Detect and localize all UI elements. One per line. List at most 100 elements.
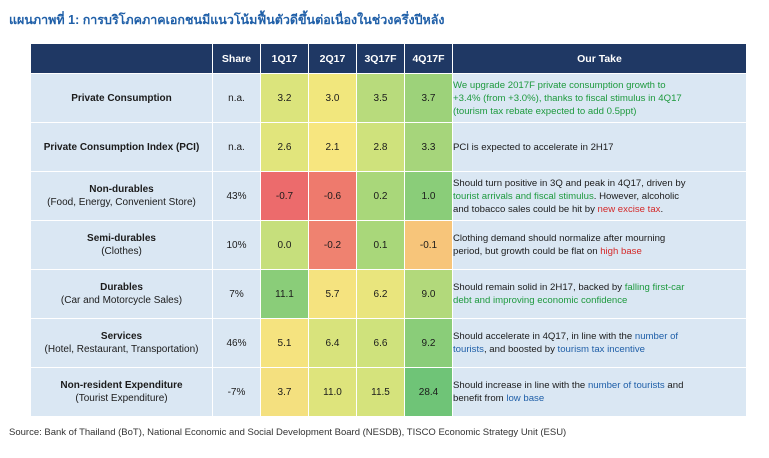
value-cell: 9.2 (404, 318, 453, 368)
value-cell: 2.6 (260, 122, 309, 172)
take-segment: Should turn positive in 3Q and peak in 4… (453, 177, 686, 189)
take-segment: +3.4% (from +3.0%), thanks to fiscal sti… (453, 92, 682, 104)
table-row: Services (Hotel, Restaurant, Transportati… (30, 318, 747, 368)
value-cell: 3.0 (308, 73, 357, 123)
take-line: (tourism tax rebate expected to add 0.5p… (453, 105, 746, 118)
row-label: Non-durables (Food, Energy, Convenient St… (30, 171, 213, 221)
table-body: Private Consumption n.a. 3.2 3.0 3.5 3.7 We up… (30, 73, 747, 417)
value-cell: 6.4 (308, 318, 357, 368)
share-cell: 46% (212, 318, 261, 368)
row-subtitle: (Food, Energy, Convenient Store) (47, 197, 196, 208)
take-segment: (tourism tax rebate expected to add 0.5p… (453, 105, 637, 117)
table-row: Non-resident Expenditure (Tourist Expendi… (30, 367, 747, 417)
row-name: Semi-durables (87, 233, 156, 244)
value-cell: 6.2 (356, 269, 405, 319)
header-our-take: Our Take (452, 43, 747, 74)
row-name: Private Consumption (71, 92, 172, 104)
take-line: benefit from low base (453, 392, 746, 405)
take-segment: tourism tax incentive (557, 344, 645, 355)
value-cell: 6.6 (356, 318, 405, 368)
take-line: Should increase in line with the number … (453, 379, 746, 392)
take-segment: period, but growth could be flat on (453, 246, 601, 257)
value-cell: 3.5 (356, 73, 405, 123)
take-segment: falling first-car (624, 282, 685, 293)
value-cell: 0.1 (356, 220, 405, 270)
header-3q17f: 3Q17F (356, 43, 405, 74)
row-name: Non-durables (89, 184, 154, 195)
our-take-cell: We upgrade 2017F private consumption gro… (452, 73, 747, 123)
row-label: Private Consumption (30, 73, 213, 123)
take-segment: , and boosted by (483, 344, 558, 355)
take-segment: benefit from (453, 393, 507, 404)
source-note: Source: Bank of Thailand (BoT), National… (9, 427, 567, 438)
take-segment: We upgrade 2017F private consumption gro… (453, 79, 666, 91)
take-line: Should accelerate in 4Q17, in line with … (453, 330, 746, 343)
table-header-row: Share 1Q17 2Q17 3Q17F 4Q17F Our Take (30, 43, 747, 74)
table-row: Non-durables (Food, Energy, Convenient St… (30, 171, 747, 221)
our-take-cell: Should remain solid in 2H17, backed by f… (452, 269, 747, 319)
take-line: tourist arrivals and fiscal stimulus. Ho… (453, 190, 746, 203)
take-segment: and tobacco sales could be hit by (453, 203, 598, 215)
take-line: Should remain solid in 2H17, backed by f… (453, 281, 746, 294)
value-cell: 28.4 (404, 367, 453, 417)
take-line: tourists, and boosted by tourism tax inc… (453, 343, 746, 356)
take-line: debt and improving economic confidence (453, 294, 746, 307)
share-cell: n.a. (212, 122, 261, 172)
consumption-table: Share 1Q17 2Q17 3Q17F 4Q17F Our Take Pri… (30, 43, 747, 417)
our-take-cell: Should accelerate in 4Q17, in line with … (452, 318, 747, 368)
header-1q17: 1Q17 (260, 43, 309, 74)
table-row: Private Consumption Index (PCI) n.a. 2.6 2.… (30, 122, 747, 172)
row-subtitle: (Clothes) (101, 246, 142, 257)
take-line: +3.4% (from +3.0%), thanks to fiscal sti… (453, 92, 746, 105)
share-cell: -7% (212, 367, 261, 417)
row-label: Durables (Car and Motorcycle Sales) (30, 269, 213, 319)
header-2q17: 2Q17 (308, 43, 357, 74)
share-cell: 10% (212, 220, 261, 270)
row-name: Private Consumption Index (PCI) (43, 141, 200, 153)
value-cell: 2.8 (356, 122, 405, 172)
row-name: Services (100, 331, 143, 342)
value-cell: 11.5 (356, 367, 405, 417)
take-line: PCI is expected to accelerate in 2H17 (453, 141, 746, 154)
take-line: Should turn positive in 3Q and peak in 4… (453, 177, 746, 190)
take-line: and tobacco sales could be hit by new ex… (453, 203, 746, 216)
row-subtitle: (Hotel, Restaurant, Transportation) (44, 344, 199, 355)
header-share: Share (212, 43, 261, 74)
share-cell: n.a. (212, 73, 261, 123)
row-subtitle: (Car and Motorcycle Sales) (60, 295, 183, 306)
take-line: We upgrade 2017F private consumption gro… (453, 79, 746, 92)
take-segment: Should remain solid in 2H17, backed by (453, 282, 625, 293)
take-segment: high base (600, 246, 642, 257)
value-cell: 1.0 (404, 171, 453, 221)
table-row: Semi-durables (Clothes) 10% 0.0 -0.2 0.1 -0.1 C… (30, 220, 747, 270)
take-segment: Clothing demand should normalize after m… (453, 233, 666, 244)
value-cell: 5.1 (260, 318, 309, 368)
take-segment: and (664, 380, 684, 391)
take-segment: tourist arrivals and fiscal stimulus (453, 190, 594, 202)
value-cell: -0.2 (308, 220, 357, 270)
our-take-cell: Should increase in line with the number … (452, 367, 747, 417)
value-cell: 0.0 (260, 220, 309, 270)
row-label: Private Consumption Index (PCI) (30, 122, 213, 172)
value-cell: 3.7 (260, 367, 309, 417)
take-segment: Should increase in line with the (453, 380, 588, 391)
our-take-cell: Clothing demand should normalize after m… (452, 220, 747, 270)
figure-title: แผนภาพที่ 1: การบริโภคภาคเอกชนมีแนวโน้มฟ… (9, 13, 445, 27)
take-segment: debt and improving economic confidence (453, 295, 628, 306)
take-segment: low base (506, 393, 545, 404)
row-label: Services (Hotel, Restaurant, Transportati… (30, 318, 213, 368)
value-cell: 0.2 (356, 171, 405, 221)
value-cell: 3.2 (260, 73, 309, 123)
value-cell: 3.3 (404, 122, 453, 172)
row-name: Non-resident Expenditure (60, 380, 183, 391)
take-line: Clothing demand should normalize after m… (453, 232, 746, 245)
take-segment: number of (634, 331, 679, 342)
take-segment: . However, alcoholic (593, 190, 680, 202)
value-cell: 11.1 (260, 269, 309, 319)
value-cell: 2.1 (308, 122, 357, 172)
our-take-cell: Should turn positive in 3Q and peak in 4… (452, 171, 747, 221)
value-cell: -0.6 (308, 171, 357, 221)
share-cell: 43% (212, 171, 261, 221)
table-row: Durables (Car and Motorcycle Sales) 7% 11.1… (30, 269, 747, 319)
value-cell: 11.0 (308, 367, 357, 417)
